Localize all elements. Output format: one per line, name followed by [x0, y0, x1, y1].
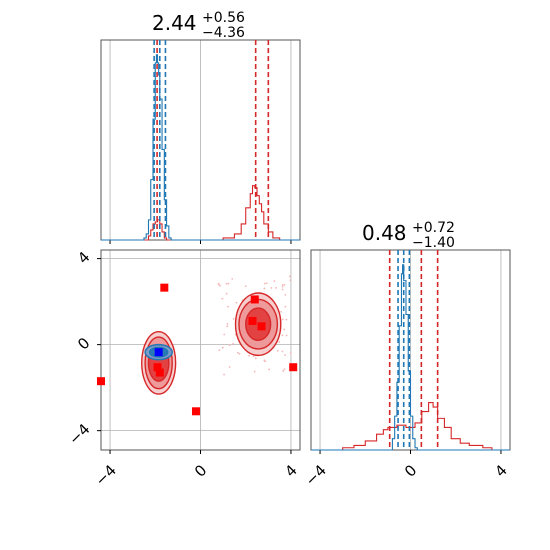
x-tick-label: 0 — [191, 461, 210, 480]
sample-point — [248, 354, 250, 357]
histogram-step — [311, 402, 510, 451]
sample-point — [275, 287, 277, 289]
sample-point — [228, 366, 231, 368]
y-tick-label: 0 — [74, 334, 93, 353]
y-tick-label: 4 — [74, 248, 93, 267]
x-tick-label: −4 — [92, 461, 120, 489]
title-param-1-minus: −4.36 — [202, 25, 245, 41]
sample-point — [283, 328, 286, 331]
histogram-step — [101, 54, 300, 241]
red-marker — [248, 316, 257, 325]
sample-point — [273, 280, 276, 283]
sample-point — [280, 311, 282, 313]
histogram-step — [311, 264, 510, 451]
sample-point — [221, 297, 224, 300]
red-marker — [155, 368, 164, 377]
marginal-histogram-param-1 — [100, 39, 301, 244]
sample-point — [221, 346, 224, 349]
sample-point — [270, 286, 273, 289]
sample-point — [282, 370, 285, 372]
sample-point — [225, 282, 228, 285]
sample-point — [263, 287, 266, 290]
x-tick-label: 4 — [491, 461, 510, 480]
red-marker — [160, 283, 169, 292]
sample-point — [223, 373, 225, 376]
tick-labels: −4 0 4 −4 0 440−4 — [65, 248, 511, 490]
sample-point — [284, 293, 287, 296]
histogram-step — [101, 185, 300, 241]
red-marker — [191, 407, 200, 416]
sample-point — [289, 352, 292, 354]
red-marker — [97, 377, 105, 386]
blue-marker — [154, 348, 163, 357]
x-tick-label: −4 — [302, 461, 330, 489]
title-param-1: 2.44 — [152, 11, 197, 35]
sample-point — [268, 368, 271, 371]
marginal-histogram-param-2 — [310, 249, 511, 454]
sample-point — [276, 349, 279, 352]
sample-point — [235, 301, 238, 304]
title-param-1-plus: +0.56 — [202, 10, 245, 26]
title-param-2-minus: −1.40 — [412, 235, 455, 251]
sample-point — [238, 353, 241, 355]
red-marker — [257, 322, 266, 331]
sample-point — [281, 285, 284, 288]
sample-point — [285, 334, 288, 337]
sample-point — [283, 368, 286, 371]
sample-point — [252, 355, 255, 358]
sample-point — [236, 351, 239, 354]
sample-point — [283, 283, 286, 286]
y-tick-label: −4 — [65, 420, 93, 448]
sample-point — [289, 279, 292, 282]
sample-point — [253, 370, 256, 373]
sample-point — [223, 333, 226, 336]
sample-point — [285, 318, 288, 321]
sample-point — [225, 292, 228, 295]
red-marker — [250, 295, 259, 304]
sample-point — [281, 288, 284, 291]
sample-point — [289, 275, 291, 278]
sample-point — [226, 323, 229, 325]
sample-point — [264, 360, 267, 363]
sample-point — [218, 349, 221, 352]
x-tick-label: 0 — [401, 461, 420, 480]
sample-point — [228, 344, 231, 347]
sample-point — [281, 284, 284, 286]
sample-point — [281, 318, 284, 321]
sample-point — [278, 340, 281, 343]
sample-point — [284, 305, 287, 308]
sample-point — [231, 277, 234, 280]
red-marker — [153, 363, 162, 372]
sample-point — [284, 354, 286, 356]
title-param-2-plus: +0.72 — [412, 220, 455, 236]
sample-point — [281, 334, 284, 337]
sample-point — [226, 325, 229, 328]
red-marker — [289, 363, 298, 372]
x-tick-label: 4 — [281, 461, 300, 480]
title-param-2: 0.48 — [362, 221, 407, 245]
sample-point — [227, 282, 230, 285]
sample-point — [263, 282, 266, 285]
sample-point — [281, 350, 284, 353]
sample-point — [254, 357, 257, 360]
sample-point — [244, 285, 247, 288]
sample-point — [232, 342, 234, 345]
joint-scatter-panel — [97, 249, 301, 454]
sample-point — [217, 283, 220, 286]
sample-point — [232, 317, 235, 320]
sample-point — [265, 282, 268, 285]
sample-point — [227, 305, 229, 308]
sample-point — [219, 284, 222, 287]
